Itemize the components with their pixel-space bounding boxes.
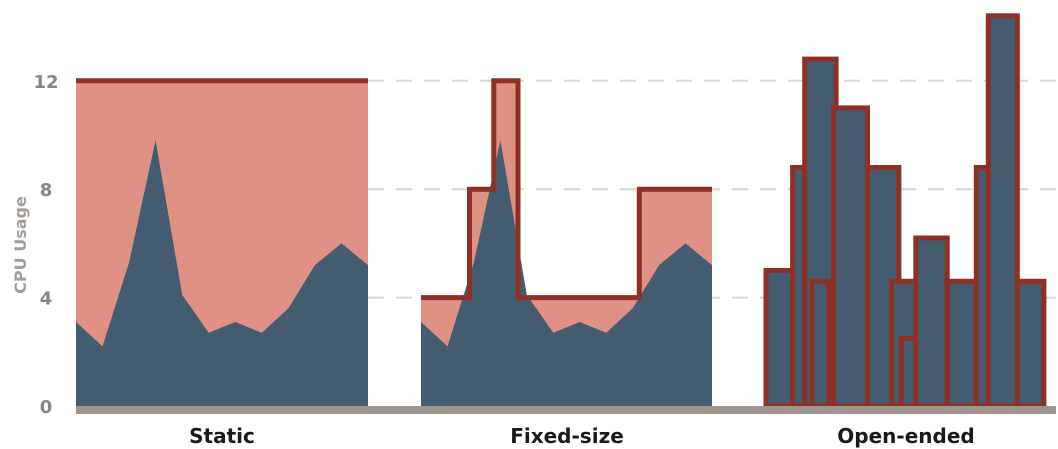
instance-bar-9 <box>913 235 950 409</box>
usage-area <box>76 140 368 406</box>
panels: Static Fixed-size Open-ended <box>76 13 1047 448</box>
instance-bar-5 <box>831 105 871 409</box>
y-axis: 0 4 8 12 <box>33 72 1056 418</box>
y-tick-label-12: 12 <box>33 72 58 93</box>
y-axis-title: CPU Usage <box>11 196 30 294</box>
panel-label-fixed-size: Fixed-size <box>510 424 624 448</box>
instance-bar-4 <box>809 278 832 409</box>
instance-bar-10 <box>944 278 979 409</box>
capacity-line <box>421 78 712 301</box>
panel-static: Static <box>76 78 368 448</box>
instance-bar-12 <box>985 13 1020 409</box>
usage-area <box>421 140 712 406</box>
instance-bar-1 <box>763 268 796 409</box>
y-tick-label-8: 8 <box>40 180 53 201</box>
instance-bar-13 <box>1014 278 1047 409</box>
panel-label-open-ended: Open-ended <box>837 424 974 448</box>
y-tick-label-0: 0 <box>40 397 53 418</box>
panel-fixed-size: Fixed-size <box>421 78 712 448</box>
y-tick-label-4: 4 <box>40 289 53 310</box>
x-axis-baseline <box>76 406 1056 414</box>
panel-label-static: Static <box>189 424 255 448</box>
